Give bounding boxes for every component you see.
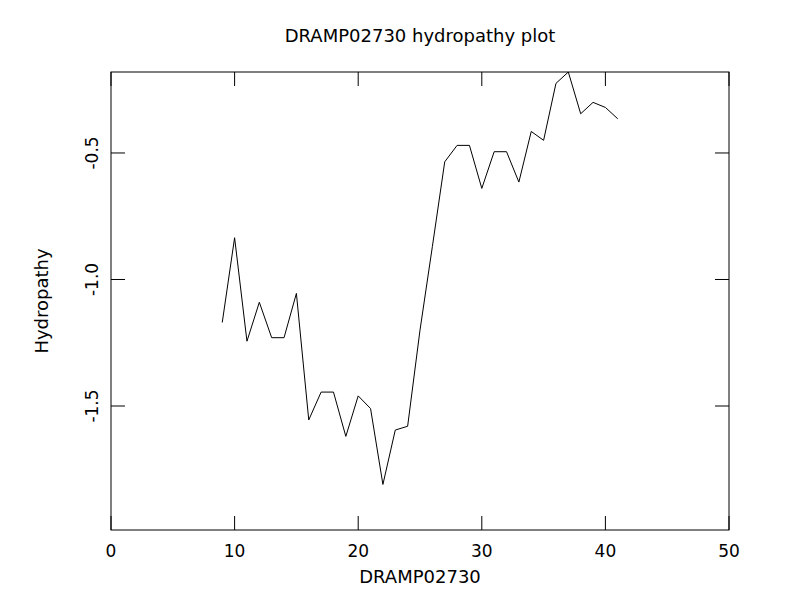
x-tick bbox=[605, 516, 606, 530]
y-tick bbox=[111, 406, 125, 407]
plot-frame bbox=[111, 72, 729, 530]
hydropathy-line bbox=[222, 72, 618, 484]
y-tick-label: -1.5 bbox=[82, 389, 102, 422]
x-tick bbox=[605, 72, 606, 86]
y-tick bbox=[715, 279, 729, 280]
x-tick-label: 30 bbox=[471, 541, 493, 561]
x-axis-label: DRAMP02730 bbox=[359, 566, 481, 587]
y-tick bbox=[111, 152, 125, 153]
title: DRAMP02730 hydropathy plot bbox=[285, 25, 556, 46]
x-tick bbox=[234, 516, 235, 530]
x-tick-label: 50 bbox=[718, 541, 740, 561]
x-tick-label: 40 bbox=[595, 541, 617, 561]
x-tick bbox=[358, 516, 359, 530]
y-tick-label: -1.0 bbox=[82, 263, 102, 296]
x-tick-label: 10 bbox=[224, 541, 246, 561]
x-tick bbox=[234, 72, 235, 86]
chart: 0 10 20 30 40 50 -0.5 -1.0 -1.5 DRAMP02730 hydrop… bbox=[0, 0, 800, 600]
y-axis-label: Hydropathy bbox=[31, 248, 52, 354]
y-tick bbox=[111, 279, 125, 280]
y-tick-label: -0.5 bbox=[82, 136, 102, 169]
x-tick-label: 20 bbox=[347, 541, 369, 561]
x-tick bbox=[111, 516, 112, 530]
y-tick bbox=[715, 152, 729, 153]
x-tick bbox=[481, 72, 482, 86]
x-tick bbox=[481, 516, 482, 530]
x-tick bbox=[111, 72, 112, 86]
x-tick bbox=[729, 72, 730, 86]
x-tick bbox=[729, 516, 730, 530]
y-tick bbox=[715, 406, 729, 407]
x-tick bbox=[358, 72, 359, 86]
x-tick-label: 0 bbox=[106, 541, 117, 561]
plot-area bbox=[222, 72, 618, 484]
